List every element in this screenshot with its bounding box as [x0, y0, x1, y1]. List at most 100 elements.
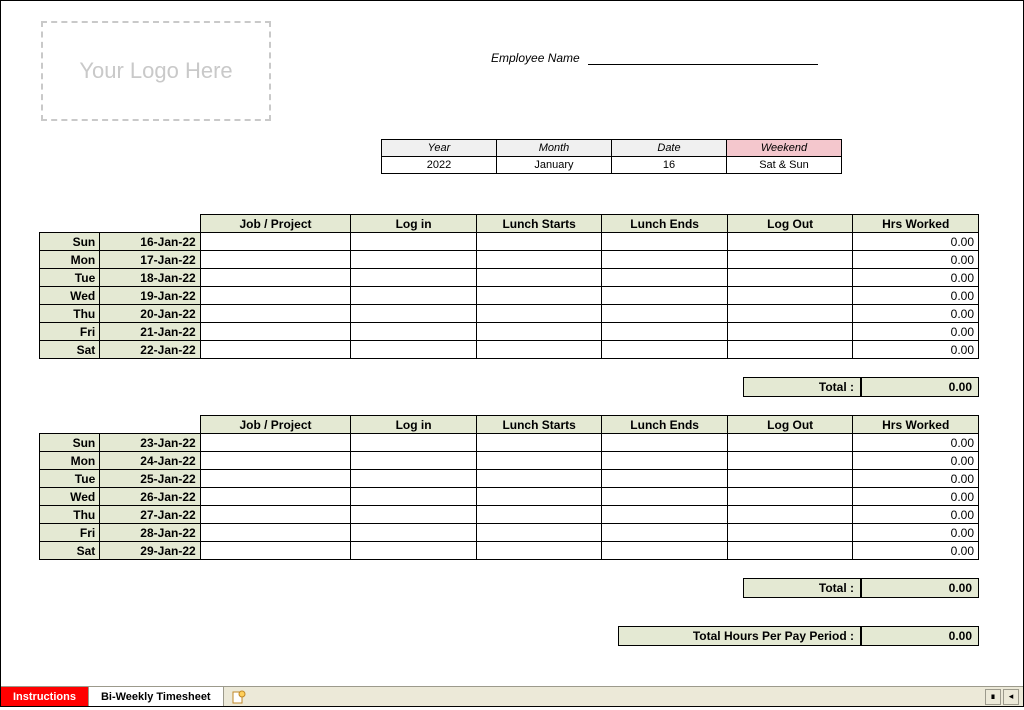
login-cell[interactable] [351, 452, 477, 470]
login-cell[interactable] [351, 542, 477, 560]
week2-section: Job / Project Log in Lunch Starts Lunch … [31, 415, 993, 598]
lunch-start-cell[interactable] [476, 488, 602, 506]
job-cell[interactable] [200, 305, 351, 323]
logout-cell[interactable] [727, 506, 853, 524]
logout-cell[interactable] [727, 434, 853, 452]
job-cell[interactable] [200, 251, 351, 269]
lunch-end-cell[interactable] [602, 506, 728, 524]
info-header-weekend: Weekend [727, 140, 842, 157]
logout-cell[interactable] [727, 488, 853, 506]
job-cell[interactable] [200, 269, 351, 287]
lunch-start-cell[interactable] [476, 323, 602, 341]
lunch-end-cell[interactable] [602, 452, 728, 470]
scroll-stop-button[interactable]: ∎ [985, 689, 1001, 705]
day-cell: Thu [40, 506, 100, 524]
job-cell[interactable] [200, 452, 351, 470]
lunch-start-cell[interactable] [476, 506, 602, 524]
info-value-year[interactable]: 2022 [382, 157, 497, 174]
blank-header [40, 215, 100, 233]
new-sheet-button[interactable] [224, 687, 254, 706]
login-cell[interactable] [351, 488, 477, 506]
logout-cell[interactable] [727, 233, 853, 251]
login-cell[interactable] [351, 470, 477, 488]
logout-cell[interactable] [727, 251, 853, 269]
col-header-lunch-end: Lunch Ends [602, 215, 728, 233]
lunch-end-cell[interactable] [602, 488, 728, 506]
lunch-start-cell[interactable] [476, 305, 602, 323]
lunch-end-cell[interactable] [602, 524, 728, 542]
lunch-end-cell[interactable] [602, 305, 728, 323]
lunch-start-cell[interactable] [476, 233, 602, 251]
lunch-end-cell[interactable] [602, 269, 728, 287]
logout-cell[interactable] [727, 305, 853, 323]
employee-name-input-line[interactable] [588, 51, 818, 65]
logout-cell[interactable] [727, 470, 853, 488]
login-cell[interactable] [351, 323, 477, 341]
logout-cell[interactable] [727, 452, 853, 470]
lunch-end-cell[interactable] [602, 233, 728, 251]
logout-cell[interactable] [727, 542, 853, 560]
info-value-month[interactable]: January [497, 157, 612, 174]
lunch-start-cell[interactable] [476, 251, 602, 269]
login-cell[interactable] [351, 305, 477, 323]
logout-cell[interactable] [727, 269, 853, 287]
hrs-cell: 0.00 [853, 452, 979, 470]
login-cell[interactable] [351, 434, 477, 452]
login-cell[interactable] [351, 524, 477, 542]
lunch-start-cell[interactable] [476, 434, 602, 452]
lunch-end-cell[interactable] [602, 341, 728, 359]
job-cell[interactable] [200, 323, 351, 341]
job-cell[interactable] [200, 470, 351, 488]
job-cell[interactable] [200, 341, 351, 359]
job-cell[interactable] [200, 506, 351, 524]
logout-cell[interactable] [727, 341, 853, 359]
logout-cell[interactable] [727, 323, 853, 341]
tab-biweekly-timesheet[interactable]: Bi-Weekly Timesheet [89, 687, 224, 706]
job-cell[interactable] [200, 542, 351, 560]
login-cell[interactable] [351, 233, 477, 251]
blank-header [100, 416, 200, 434]
lunch-start-cell[interactable] [476, 269, 602, 287]
scroll-left-button[interactable]: ◂ [1003, 689, 1019, 705]
week1-total-label: Total : [743, 377, 861, 397]
date-cell: 19-Jan-22 [100, 287, 200, 305]
lunch-end-cell[interactable] [602, 434, 728, 452]
lunch-end-cell[interactable] [602, 323, 728, 341]
week1-section: Job / Project Log in Lunch Starts Lunch … [31, 214, 993, 397]
week2-table: Job / Project Log in Lunch Starts Lunch … [39, 415, 979, 560]
lunch-start-cell[interactable] [476, 341, 602, 359]
logout-cell[interactable] [727, 524, 853, 542]
day-cell: Fri [40, 524, 100, 542]
lunch-start-cell[interactable] [476, 452, 602, 470]
day-cell: Mon [40, 251, 100, 269]
lunch-end-cell[interactable] [602, 542, 728, 560]
date-cell: 21-Jan-22 [100, 323, 200, 341]
info-value-weekend[interactable]: Sat & Sun [727, 157, 842, 174]
lunch-start-cell[interactable] [476, 524, 602, 542]
lunch-start-cell[interactable] [476, 542, 602, 560]
info-header-date: Date [612, 140, 727, 157]
lunch-start-cell[interactable] [476, 287, 602, 305]
login-cell[interactable] [351, 506, 477, 524]
info-value-date[interactable]: 16 [612, 157, 727, 174]
tab-instructions[interactable]: Instructions [1, 687, 89, 706]
job-cell[interactable] [200, 233, 351, 251]
lunch-start-cell[interactable] [476, 470, 602, 488]
job-cell[interactable] [200, 488, 351, 506]
logout-cell[interactable] [727, 287, 853, 305]
login-cell[interactable] [351, 251, 477, 269]
job-cell[interactable] [200, 287, 351, 305]
login-cell[interactable] [351, 287, 477, 305]
job-cell[interactable] [200, 434, 351, 452]
hrs-cell: 0.00 [853, 251, 979, 269]
login-cell[interactable] [351, 341, 477, 359]
login-cell[interactable] [351, 269, 477, 287]
info-header-row: Year Month Date Weekend [382, 140, 842, 157]
hrs-cell: 0.00 [853, 305, 979, 323]
timesheet-page: Your Logo Here Employee Name Year Month … [1, 1, 1023, 710]
lunch-end-cell[interactable] [602, 251, 728, 269]
info-value-row: 2022 January 16 Sat & Sun [382, 157, 842, 174]
job-cell[interactable] [200, 524, 351, 542]
lunch-end-cell[interactable] [602, 287, 728, 305]
lunch-end-cell[interactable] [602, 470, 728, 488]
